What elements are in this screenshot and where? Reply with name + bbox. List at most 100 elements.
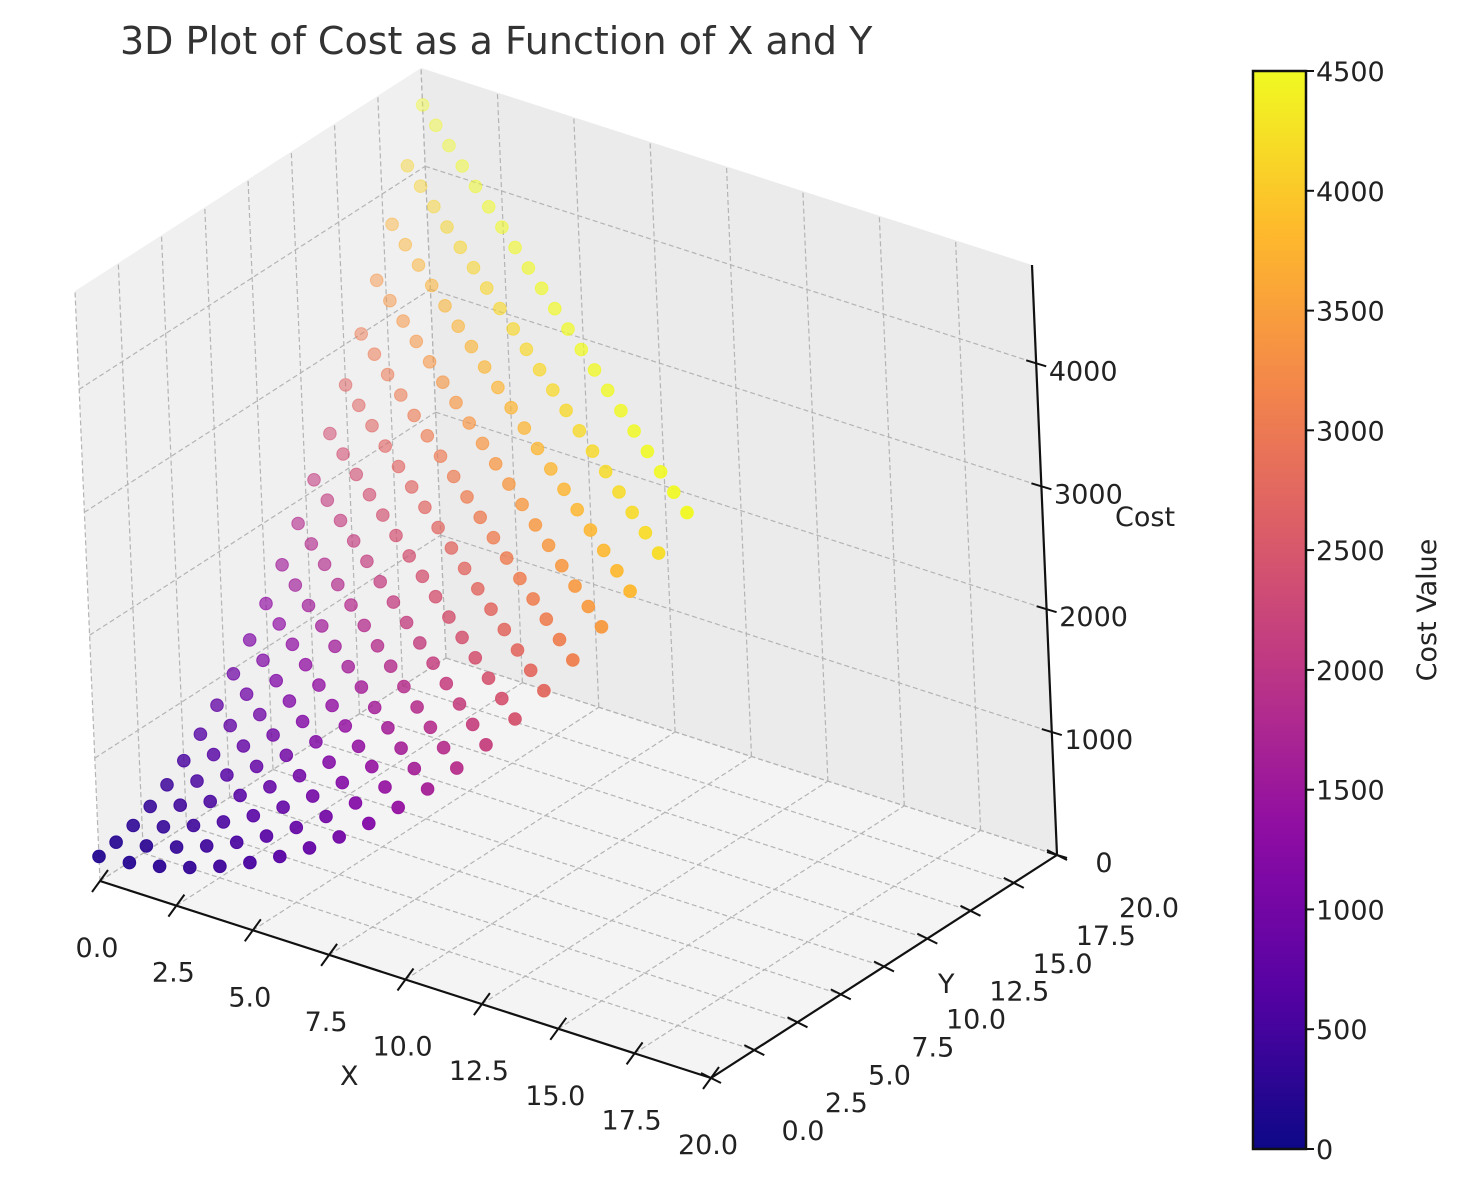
data-points (92, 98, 694, 875)
data-point (415, 569, 430, 584)
y-tick-mark (830, 988, 852, 1001)
grid-line-z-back (440, 534, 1052, 733)
data-point (380, 367, 395, 382)
x-tick-label: 20.0 (678, 1130, 738, 1161)
data-point (481, 200, 496, 214)
data-point (614, 403, 628, 418)
grid-line-y-wall (74, 290, 101, 882)
data-point (581, 599, 596, 614)
data-point (429, 118, 443, 133)
data-point (354, 327, 369, 341)
data-point (357, 618, 372, 633)
data-point (572, 424, 587, 438)
data-point (338, 719, 353, 733)
y-tick-label: 15.0 (1032, 949, 1092, 980)
data-point (528, 518, 543, 532)
colorbar-tick-label: 4000 (1316, 177, 1385, 208)
x-tick-label: 12.5 (449, 1056, 509, 1087)
x-tick-mark (320, 943, 338, 967)
data-point (495, 691, 509, 706)
data-point (651, 546, 666, 560)
y-tick-mark (787, 1016, 808, 1029)
x-tick-mark (396, 967, 415, 992)
data-point (561, 322, 575, 336)
data-point (331, 577, 345, 592)
data-point (190, 774, 204, 788)
grid-line-x-floor (328, 731, 676, 956)
data-point (243, 855, 257, 870)
data-point (453, 240, 468, 255)
data-point (365, 759, 379, 774)
data-point (341, 659, 356, 674)
data-point (424, 278, 439, 293)
data-point (216, 815, 231, 829)
x-tick-label: 0.0 (76, 933, 119, 964)
y-tick-mark (700, 1072, 722, 1084)
data-point (398, 237, 413, 252)
data-point (309, 735, 323, 749)
data-point (409, 334, 424, 349)
data-point (468, 179, 483, 194)
data-point (139, 839, 154, 853)
data-point (508, 240, 522, 255)
data-point (323, 426, 337, 441)
data-point (422, 355, 437, 369)
data-point (367, 347, 382, 362)
data-point (285, 637, 300, 652)
data-point (394, 741, 408, 756)
data-point (488, 457, 503, 471)
y-tick-label: 20.0 (1119, 893, 1179, 924)
data-point (585, 444, 600, 459)
data-point (269, 673, 284, 688)
data-point (344, 598, 358, 612)
y-tick-mark (960, 904, 981, 917)
data-point (223, 718, 237, 733)
colorbar-tick-label: 0 (1316, 1135, 1333, 1166)
data-point (640, 444, 655, 459)
z-tick-mark (1031, 482, 1052, 491)
data-point (304, 537, 319, 551)
grid-line-z-wall (99, 657, 447, 882)
data-point (367, 700, 382, 715)
data-point (471, 582, 485, 596)
x-tick-label: 7.5 (305, 1007, 348, 1038)
data-point (436, 375, 450, 390)
data-point (317, 557, 332, 572)
y-tick-label: 2.5 (825, 1088, 868, 1119)
data-point (465, 717, 480, 732)
data-point (481, 671, 496, 686)
data-point (440, 220, 454, 234)
data-point (279, 748, 294, 763)
data-point (587, 363, 602, 377)
y-tick-label: 10.0 (946, 1005, 1006, 1036)
grid-line-x-floor (252, 706, 600, 931)
data-point (289, 820, 304, 835)
data-point (450, 761, 464, 775)
data-point (623, 584, 637, 599)
data-point (213, 859, 227, 874)
data-point (570, 502, 585, 517)
data-point (302, 841, 317, 855)
y-tick-label: 12.5 (989, 977, 1049, 1008)
data-point (186, 818, 201, 833)
grid-line-y-floor (402, 685, 1014, 884)
data-point (288, 578, 303, 592)
data-point (466, 260, 481, 275)
data-point (373, 574, 388, 589)
grid-line-z-wall (84, 288, 431, 513)
y-tick-label: 7.5 (911, 1032, 954, 1063)
colorbar-tick-label: 1000 (1316, 895, 1385, 926)
data-point (336, 447, 350, 461)
data-point (410, 700, 424, 714)
data-point (541, 538, 556, 553)
data-point (396, 314, 410, 328)
data-point (173, 798, 187, 813)
data-point (431, 520, 445, 535)
grid-line-z-wall (78, 165, 426, 390)
data-point (332, 830, 347, 844)
z-tick-label: 0 (1095, 848, 1112, 879)
grid-line-y-wall (247, 179, 274, 770)
data-point (233, 788, 247, 803)
data-point (305, 789, 320, 803)
data-point (335, 775, 350, 790)
